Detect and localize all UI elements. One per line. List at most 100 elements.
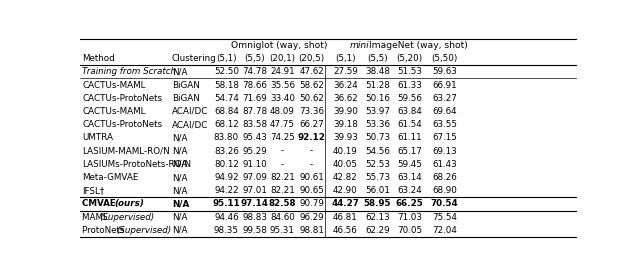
Text: 71.03: 71.03 bbox=[397, 213, 422, 222]
Text: 83.58: 83.58 bbox=[242, 120, 267, 129]
Text: (5,5): (5,5) bbox=[367, 54, 388, 63]
Text: 50.62: 50.62 bbox=[299, 94, 324, 103]
Text: 58.18: 58.18 bbox=[214, 80, 239, 89]
Text: (5,5): (5,5) bbox=[244, 54, 265, 63]
Text: N/A: N/A bbox=[172, 160, 188, 169]
Text: (ours): (ours) bbox=[114, 199, 144, 208]
Text: 33.40: 33.40 bbox=[270, 94, 295, 103]
Text: ImageNet (way, shot): ImageNet (way, shot) bbox=[369, 41, 468, 50]
Text: 90.65: 90.65 bbox=[299, 186, 324, 195]
Text: 70.54: 70.54 bbox=[431, 199, 458, 208]
Text: 39.93: 39.93 bbox=[333, 133, 358, 142]
Text: UMTRA: UMTRA bbox=[83, 133, 113, 142]
Text: N/A: N/A bbox=[172, 199, 189, 208]
Text: LASIUMs-ProtoNets-RO/N: LASIUMs-ProtoNets-RO/N bbox=[83, 160, 191, 169]
Text: N/A: N/A bbox=[172, 226, 188, 235]
Text: 69.64: 69.64 bbox=[432, 107, 457, 116]
Text: 40.19: 40.19 bbox=[333, 147, 358, 156]
Text: MAML: MAML bbox=[83, 213, 111, 222]
Text: 94.22: 94.22 bbox=[214, 186, 239, 195]
Text: -: - bbox=[310, 147, 313, 156]
Text: 95.29: 95.29 bbox=[242, 147, 267, 156]
Text: 83.26: 83.26 bbox=[214, 147, 239, 156]
Text: (5,1): (5,1) bbox=[216, 54, 237, 63]
Text: 92.12: 92.12 bbox=[298, 133, 326, 142]
Text: 62.13: 62.13 bbox=[365, 213, 390, 222]
Text: 52.50: 52.50 bbox=[214, 67, 239, 76]
Text: 61.33: 61.33 bbox=[397, 80, 422, 89]
Text: 97.01: 97.01 bbox=[242, 186, 267, 195]
Text: 66.27: 66.27 bbox=[300, 120, 324, 129]
Text: Training from Scratch: Training from Scratch bbox=[83, 67, 177, 76]
Text: CACTUs-MAML: CACTUs-MAML bbox=[83, 107, 146, 116]
Text: 53.36: 53.36 bbox=[365, 120, 390, 129]
Text: 80.12: 80.12 bbox=[214, 160, 239, 169]
Text: 54.56: 54.56 bbox=[365, 147, 390, 156]
Text: 71.69: 71.69 bbox=[242, 94, 267, 103]
Text: 82.21: 82.21 bbox=[270, 173, 295, 182]
Text: 66.25: 66.25 bbox=[396, 199, 424, 208]
Text: CACTUs-ProtoNets: CACTUs-ProtoNets bbox=[83, 94, 163, 103]
Text: 50.16: 50.16 bbox=[365, 94, 390, 103]
Text: 73.36: 73.36 bbox=[299, 107, 324, 116]
Text: N/A: N/A bbox=[172, 133, 188, 142]
Text: 54.74: 54.74 bbox=[214, 94, 239, 103]
Text: 46.81: 46.81 bbox=[333, 213, 358, 222]
Text: CACTUs-ProtoNets: CACTUs-ProtoNets bbox=[83, 120, 163, 129]
Text: 63.55: 63.55 bbox=[432, 120, 457, 129]
Text: 84.60: 84.60 bbox=[270, 213, 295, 222]
Text: N/A: N/A bbox=[172, 173, 188, 182]
Text: Meta-GMVAE: Meta-GMVAE bbox=[83, 173, 139, 182]
Text: (20,1): (20,1) bbox=[269, 54, 296, 63]
Text: 51.28: 51.28 bbox=[365, 80, 390, 89]
Text: BiGAN: BiGAN bbox=[172, 94, 200, 103]
Text: 94.46: 94.46 bbox=[214, 213, 239, 222]
Text: 61.11: 61.11 bbox=[397, 133, 422, 142]
Text: 61.43: 61.43 bbox=[432, 160, 457, 169]
Text: 90.79: 90.79 bbox=[299, 199, 324, 208]
Text: 74.25: 74.25 bbox=[270, 133, 295, 142]
Text: 67.15: 67.15 bbox=[432, 133, 457, 142]
Text: 91.10: 91.10 bbox=[242, 160, 267, 169]
Text: 47.75: 47.75 bbox=[270, 120, 295, 129]
Text: IFSL†: IFSL† bbox=[83, 186, 105, 195]
Text: N/A: N/A bbox=[172, 186, 188, 195]
Text: 98.81: 98.81 bbox=[299, 226, 324, 235]
Text: 38.48: 38.48 bbox=[365, 67, 390, 76]
Text: ProtoNets: ProtoNets bbox=[83, 226, 128, 235]
Text: 62.29: 62.29 bbox=[365, 226, 390, 235]
Text: 99.58: 99.58 bbox=[242, 226, 267, 235]
Text: 53.97: 53.97 bbox=[365, 107, 390, 116]
Text: 95.43: 95.43 bbox=[242, 133, 267, 142]
Text: 90.61: 90.61 bbox=[300, 173, 324, 182]
Text: 58.62: 58.62 bbox=[299, 80, 324, 89]
Text: 36.62: 36.62 bbox=[333, 94, 358, 103]
Text: 27.59: 27.59 bbox=[333, 67, 358, 76]
Text: 98.35: 98.35 bbox=[214, 226, 239, 235]
Text: 24.91: 24.91 bbox=[270, 67, 294, 76]
Text: 75.54: 75.54 bbox=[432, 213, 457, 222]
Text: 94.92: 94.92 bbox=[214, 173, 239, 182]
Text: 44.27: 44.27 bbox=[332, 199, 359, 208]
Text: 83.80: 83.80 bbox=[214, 133, 239, 142]
Text: 48.09: 48.09 bbox=[270, 107, 295, 116]
Text: (Supervised): (Supervised) bbox=[116, 226, 172, 235]
Text: N/A: N/A bbox=[172, 67, 188, 76]
Text: -: - bbox=[281, 147, 284, 156]
Text: BiGAN: BiGAN bbox=[172, 80, 200, 89]
Text: LASIUM-MAML-RO/N: LASIUM-MAML-RO/N bbox=[83, 147, 170, 156]
Text: 78.66: 78.66 bbox=[242, 80, 267, 89]
Text: 56.01: 56.01 bbox=[365, 186, 390, 195]
Text: 95.11: 95.11 bbox=[212, 199, 240, 208]
Text: 74.78: 74.78 bbox=[242, 67, 267, 76]
Text: 39.18: 39.18 bbox=[333, 120, 358, 129]
Text: 68.90: 68.90 bbox=[432, 186, 457, 195]
Text: 95.31: 95.31 bbox=[270, 226, 295, 235]
Text: Method: Method bbox=[83, 54, 115, 63]
Text: (20,5): (20,5) bbox=[298, 54, 324, 63]
Text: 46.56: 46.56 bbox=[333, 226, 358, 235]
Text: 42.82: 42.82 bbox=[333, 173, 358, 182]
Text: 35.56: 35.56 bbox=[270, 80, 295, 89]
Text: 52.53: 52.53 bbox=[365, 160, 390, 169]
Text: mini: mini bbox=[349, 41, 369, 50]
